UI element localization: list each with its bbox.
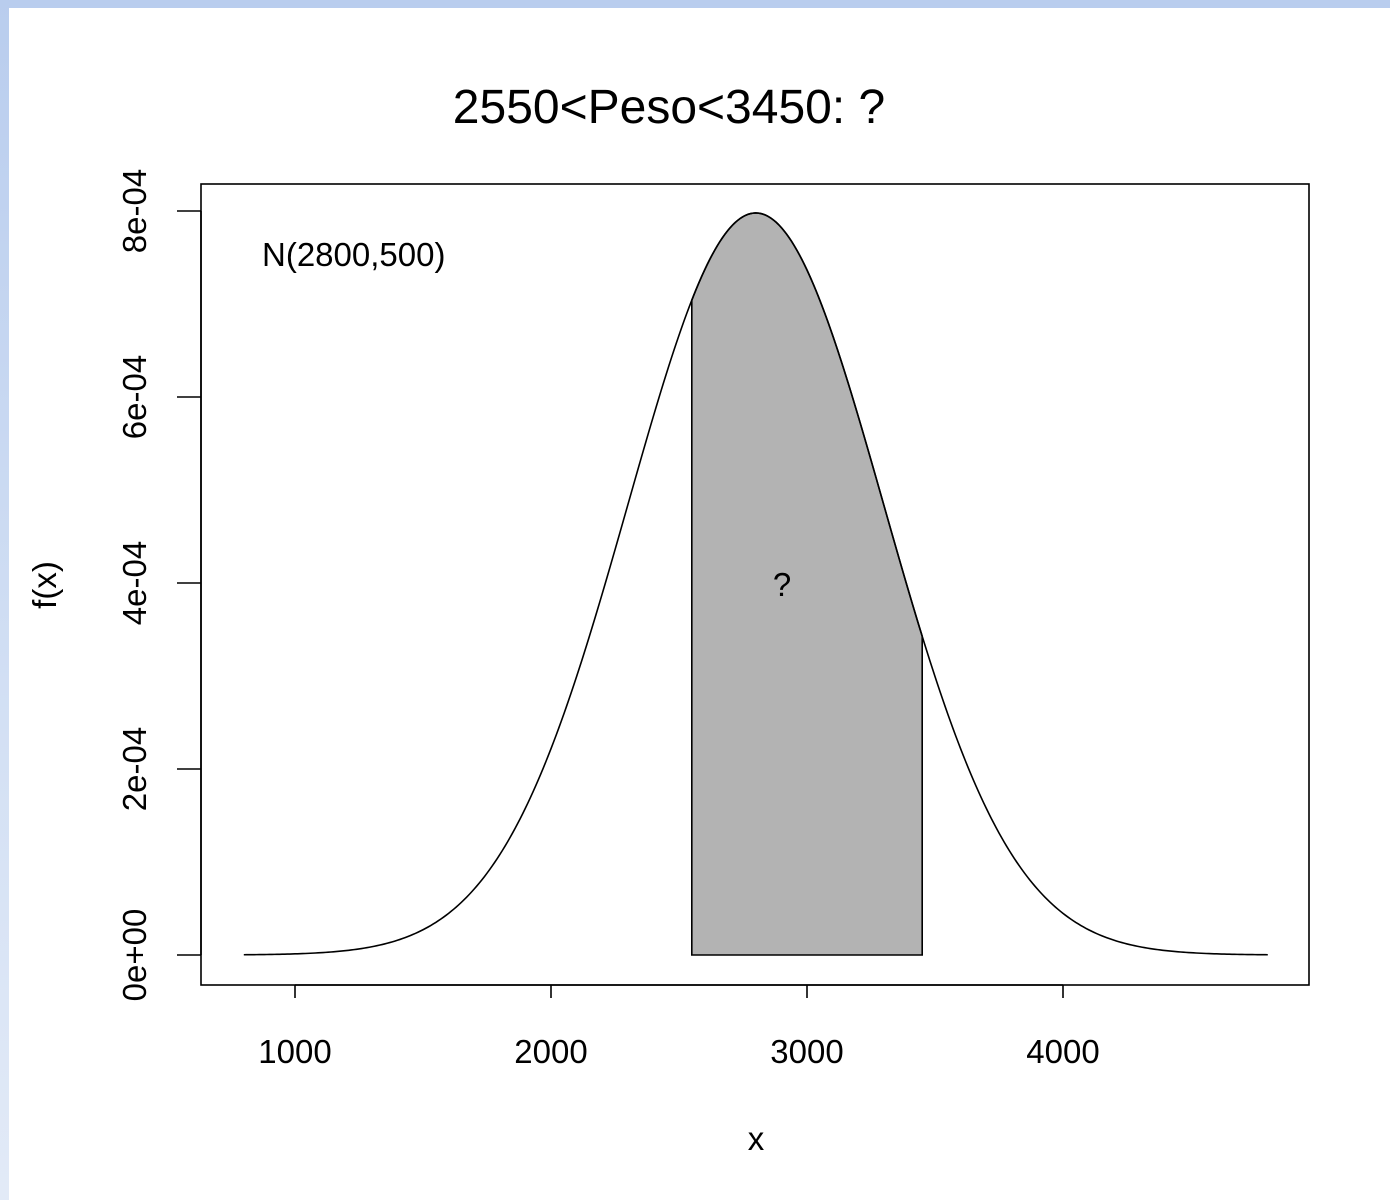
density-curve [243,212,1268,956]
x-tick-label: 4000 [1026,1033,1099,1070]
y-tick-label: 6e-04 [116,355,153,439]
x-axis-label: x [748,1120,765,1157]
chart-title: 2550<Peso<3450: ? [453,81,885,134]
shaded-region-layer [691,212,923,956]
shaded-region-label: ? [773,566,791,603]
y-tick-label: 0e+00 [116,909,153,1002]
y-tick-label: 4e-04 [116,541,153,625]
x-axis: 1000 2000 3000 4000 [258,984,1100,1070]
distribution-annotation: N(2800,500) [262,236,445,273]
y-tick-label: 2e-04 [116,727,153,811]
y-tick-label: 8e-04 [116,169,153,253]
x-tick-label: 3000 [770,1033,843,1070]
density-curve-layer [243,212,1268,956]
x-tick-label: 2000 [514,1033,587,1070]
y-axis-label: f(x) [26,561,63,609]
y-axis: 0e+00 2e-04 4e-04 6e-04 8e-04 [116,169,202,1002]
shaded-probability-region [691,212,923,956]
x-tick-label: 1000 [258,1033,331,1070]
